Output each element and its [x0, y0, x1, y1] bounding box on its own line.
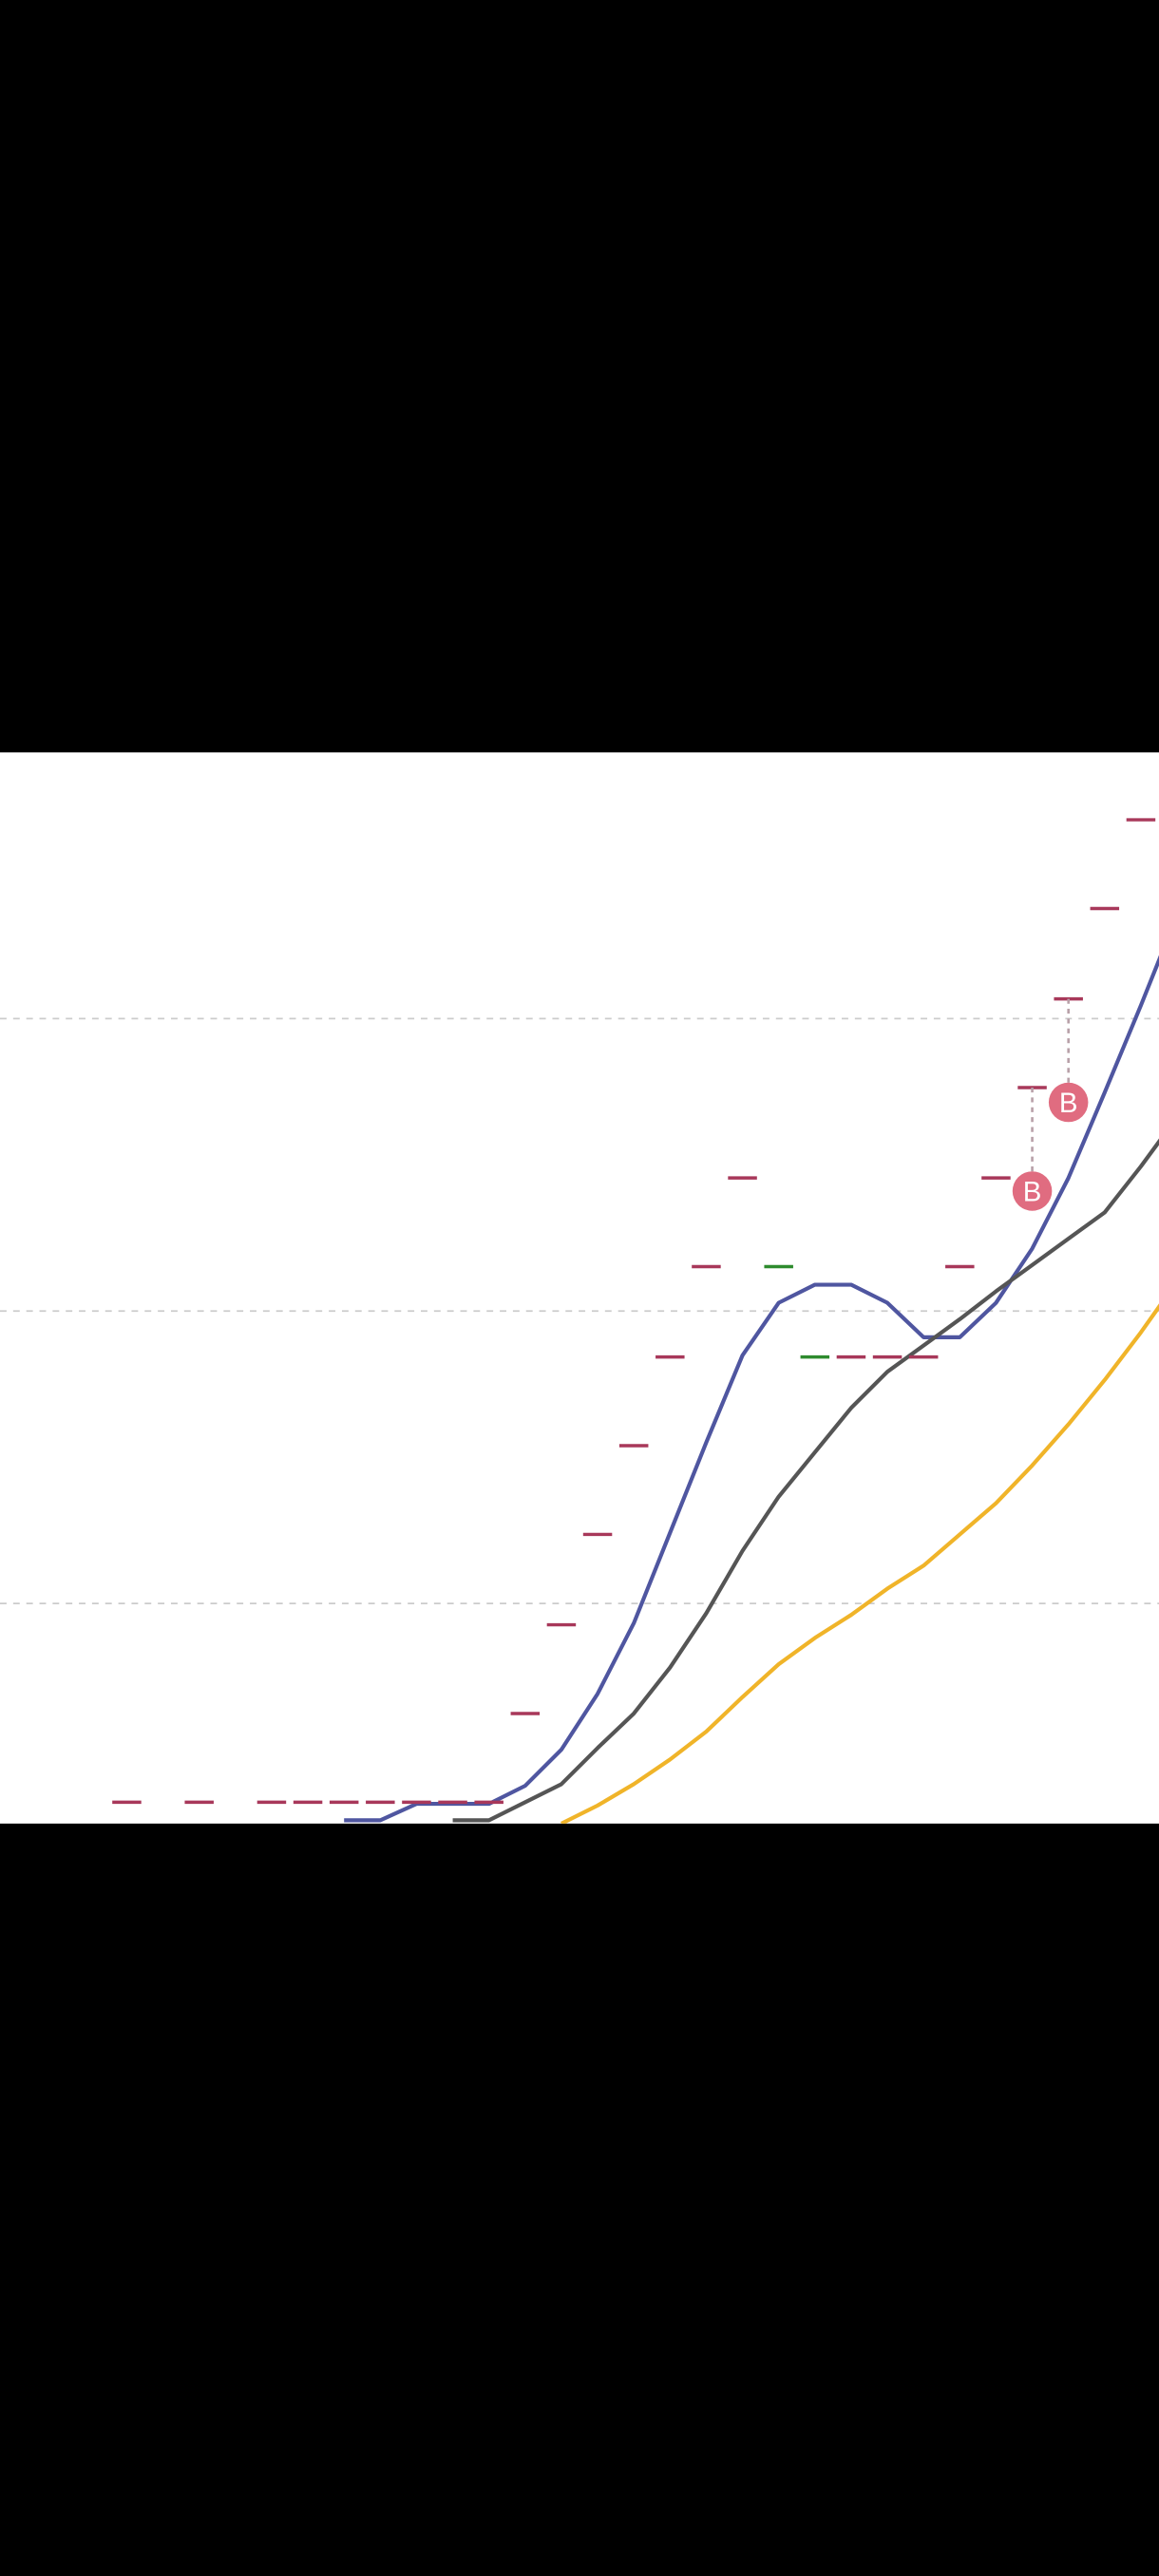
plot: 6.22 B B — [0, 704, 1159, 1824]
price-line — [560, 1303, 1159, 1824]
price-line — [452, 1138, 1159, 1823]
chart-background — [0, 752, 1159, 1824]
buy-marker-label: B — [1059, 1088, 1078, 1119]
buy-marker — [1012, 1171, 1053, 1211]
buy-marker-label: B — [1023, 1176, 1042, 1207]
buy-marker — [1048, 1082, 1089, 1123]
price-label: 6.22 — [1051, 704, 1134, 752]
